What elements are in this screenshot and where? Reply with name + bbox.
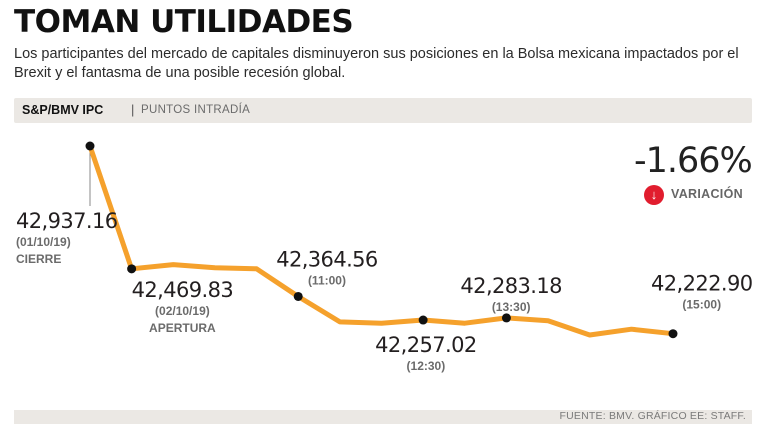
source-note: FUENTE: BMV. GRÁFICO EE: STAFF. (559, 410, 746, 422)
variation-value: -1.66% (634, 141, 753, 181)
index-separator: | (131, 102, 135, 117)
data-tag-label: CIERRE (16, 252, 61, 266)
data-time-label: (01/10/19) (16, 235, 71, 249)
footer-bar: FUENTE: BMV. GRÁFICO EE: STAFF. (14, 410, 752, 424)
variation-label: VARIACIÓN (671, 187, 743, 201)
index-bar: S&P/BMV IPC | PUNTOS INTRADÍA (14, 98, 752, 123)
page-title: TOMAN UTILIDADES (14, 4, 354, 40)
data-point-marker (85, 141, 95, 151)
data-time-label: (11:00) (308, 273, 346, 287)
data-time-label: (15:00) (682, 298, 721, 312)
data-value-label: 42,222.90 (651, 272, 752, 296)
down-arrow-icon: ↓ (644, 185, 664, 205)
index-name: S&P/BMV IPC (22, 103, 104, 117)
data-point-marker (127, 264, 137, 274)
data-point-marker (418, 315, 428, 325)
subtitle: Los participantes del mercado de capital… (14, 46, 739, 81)
data-point-marker (293, 291, 303, 301)
data-value-label: 42,937.16 (16, 209, 118, 233)
data-time-label: (02/10/19) (155, 304, 210, 318)
data-time-label: (12:30) (407, 359, 446, 373)
data-point-marker (668, 329, 678, 339)
data-value-label: 42,364.56 (276, 247, 378, 271)
data-tag-label: APERTURA (149, 321, 216, 335)
series-line (87, 143, 676, 338)
data-point-marker (501, 313, 511, 323)
data-value-label: 42,283.18 (460, 274, 561, 298)
data-value-label: 42,257.02 (375, 333, 476, 357)
data-time-label: (13:30) (492, 300, 531, 314)
data-value-label: 42,469.83 (132, 278, 233, 302)
index-unit: PUNTOS INTRADÍA (141, 104, 251, 116)
